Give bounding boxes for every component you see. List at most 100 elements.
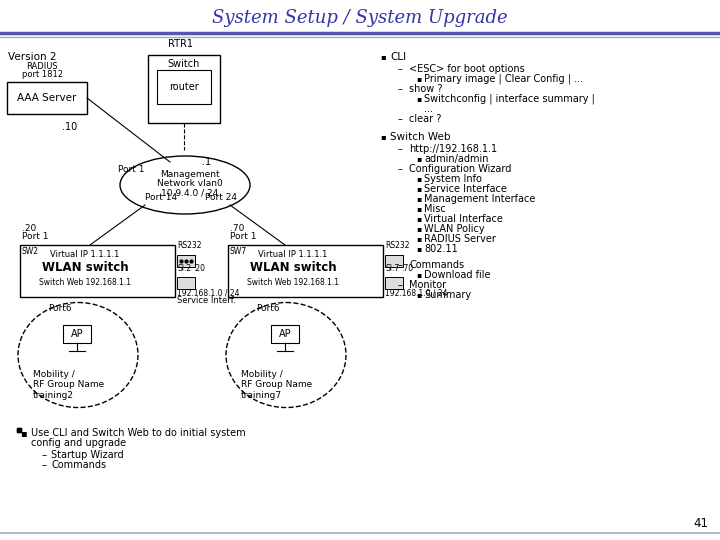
Text: Version 2: Version 2 <box>8 52 56 62</box>
Text: WLAN switch: WLAN switch <box>42 261 128 274</box>
Text: Monitor: Monitor <box>409 280 446 290</box>
Text: admin/admin: admin/admin <box>424 154 488 164</box>
Text: Port 1: Port 1 <box>119 165 145 174</box>
Text: ▪: ▪ <box>416 174 421 183</box>
Text: Management: Management <box>160 170 220 179</box>
Text: Switch: Switch <box>168 59 200 69</box>
Text: RADIUS: RADIUS <box>26 62 58 71</box>
Text: SI.7: SI.7 <box>385 264 400 273</box>
Ellipse shape <box>226 302 346 408</box>
Text: –: – <box>398 64 403 74</box>
Text: 41: 41 <box>693 517 708 530</box>
Text: ▪: ▪ <box>20 428 27 438</box>
Text: Port 14: Port 14 <box>145 193 177 202</box>
FancyBboxPatch shape <box>7 82 87 114</box>
Text: config and upgrade: config and upgrade <box>31 438 126 448</box>
Text: Download file: Download file <box>424 270 490 280</box>
Text: 192.168.1.0 / 24: 192.168.1.0 / 24 <box>385 288 448 297</box>
Text: ▪: ▪ <box>380 132 386 141</box>
Text: Switchconfig | interface summary |: Switchconfig | interface summary | <box>424 94 595 105</box>
Text: .70: .70 <box>230 224 244 233</box>
Text: Use CLI and Switch Web to do initial system: Use CLI and Switch Web to do initial sys… <box>31 428 246 438</box>
FancyBboxPatch shape <box>385 255 403 267</box>
Text: http://192.168.1.1: http://192.168.1.1 <box>409 144 497 154</box>
FancyBboxPatch shape <box>157 70 211 104</box>
Text: ▪: ▪ <box>416 194 421 203</box>
Text: Startup Wizard: Startup Wizard <box>51 450 124 460</box>
Text: ▪: ▪ <box>416 94 421 103</box>
Text: Virtual IP 1.1.1.1: Virtual IP 1.1.1.1 <box>258 250 328 259</box>
Text: Port6: Port6 <box>256 304 279 313</box>
Text: Virtual IP 1.1.1.1: Virtual IP 1.1.1.1 <box>50 250 120 259</box>
Text: AP: AP <box>279 329 292 339</box>
FancyBboxPatch shape <box>271 325 299 343</box>
Text: Port 24: Port 24 <box>205 193 237 202</box>
Text: ▪: ▪ <box>380 52 386 61</box>
Text: Commands: Commands <box>409 260 464 270</box>
Text: ▪: ▪ <box>416 290 421 299</box>
Text: ▪: ▪ <box>416 224 421 233</box>
Text: router: router <box>169 82 199 92</box>
Ellipse shape <box>18 302 138 408</box>
Text: .1: .1 <box>202 157 211 167</box>
Text: ▪: ▪ <box>416 184 421 193</box>
Text: ▪: ▪ <box>416 234 421 243</box>
Text: Mobility /
RF Group Name
training2: Mobility / RF Group Name training2 <box>33 370 104 400</box>
Text: clear ?: clear ? <box>409 114 441 124</box>
Text: 192.168.1.0 / 24: 192.168.1.0 / 24 <box>177 288 240 297</box>
Text: ...: ... <box>424 104 433 114</box>
Text: –: – <box>398 280 403 290</box>
Text: –: – <box>398 84 403 94</box>
Text: 10.9.4.0 / 24: 10.9.4.0 / 24 <box>161 188 219 197</box>
Text: –: – <box>41 450 46 460</box>
Text: Service Interf.: Service Interf. <box>177 296 235 305</box>
Text: ▪: ▪ <box>416 214 421 223</box>
Text: .20: .20 <box>22 224 36 233</box>
Text: Service Interface: Service Interface <box>424 184 507 194</box>
Text: .70: .70 <box>401 264 413 273</box>
Text: Misc: Misc <box>424 204 446 214</box>
Text: RS232: RS232 <box>385 241 410 250</box>
Text: –: – <box>398 260 403 270</box>
Text: –: – <box>398 144 403 154</box>
FancyBboxPatch shape <box>63 325 91 343</box>
Text: Port 1: Port 1 <box>230 232 256 241</box>
Text: WLAN switch: WLAN switch <box>250 261 336 274</box>
Text: Primary image | Clear Config | ...: Primary image | Clear Config | ... <box>424 74 583 84</box>
FancyBboxPatch shape <box>20 245 175 297</box>
Text: ▪: ▪ <box>416 270 421 279</box>
Text: Mobility /
RF Group Name
training7: Mobility / RF Group Name training7 <box>241 370 312 400</box>
Text: Configuration Wizard: Configuration Wizard <box>409 164 511 174</box>
FancyBboxPatch shape <box>228 245 383 297</box>
Text: Summary: Summary <box>424 290 471 300</box>
Text: System Info: System Info <box>424 174 482 184</box>
FancyBboxPatch shape <box>177 255 195 267</box>
Text: AAA Server: AAA Server <box>17 93 77 103</box>
Text: ▪: ▪ <box>416 204 421 213</box>
Text: System Setup / System Upgrade: System Setup / System Upgrade <box>212 9 508 27</box>
Text: –: – <box>398 114 403 124</box>
Text: port 1812: port 1812 <box>22 70 63 79</box>
Text: Port6: Port6 <box>48 304 71 313</box>
Text: Management Interface: Management Interface <box>424 194 536 204</box>
Text: SI.2: SI.2 <box>177 264 191 273</box>
Text: RTR1: RTR1 <box>168 39 193 49</box>
Text: .10: .10 <box>62 122 77 132</box>
Text: CLI: CLI <box>390 52 406 62</box>
Text: –: – <box>41 460 46 470</box>
Text: Switch Web: Switch Web <box>390 132 451 142</box>
Text: SW2: SW2 <box>22 247 39 256</box>
Text: 802.11: 802.11 <box>424 244 458 254</box>
Text: .20: .20 <box>193 264 205 273</box>
Text: show ?: show ? <box>409 84 443 94</box>
Text: SW7: SW7 <box>230 247 247 256</box>
Text: Switch Web 192.168.1.1: Switch Web 192.168.1.1 <box>39 278 131 287</box>
Text: RADIUS Server: RADIUS Server <box>424 234 496 244</box>
FancyBboxPatch shape <box>385 277 403 289</box>
Text: AP: AP <box>71 329 84 339</box>
FancyBboxPatch shape <box>177 277 195 289</box>
Text: ▪: ▪ <box>416 74 421 83</box>
Text: –: – <box>398 164 403 174</box>
Ellipse shape <box>120 156 250 214</box>
Text: ▪: ▪ <box>416 154 421 163</box>
